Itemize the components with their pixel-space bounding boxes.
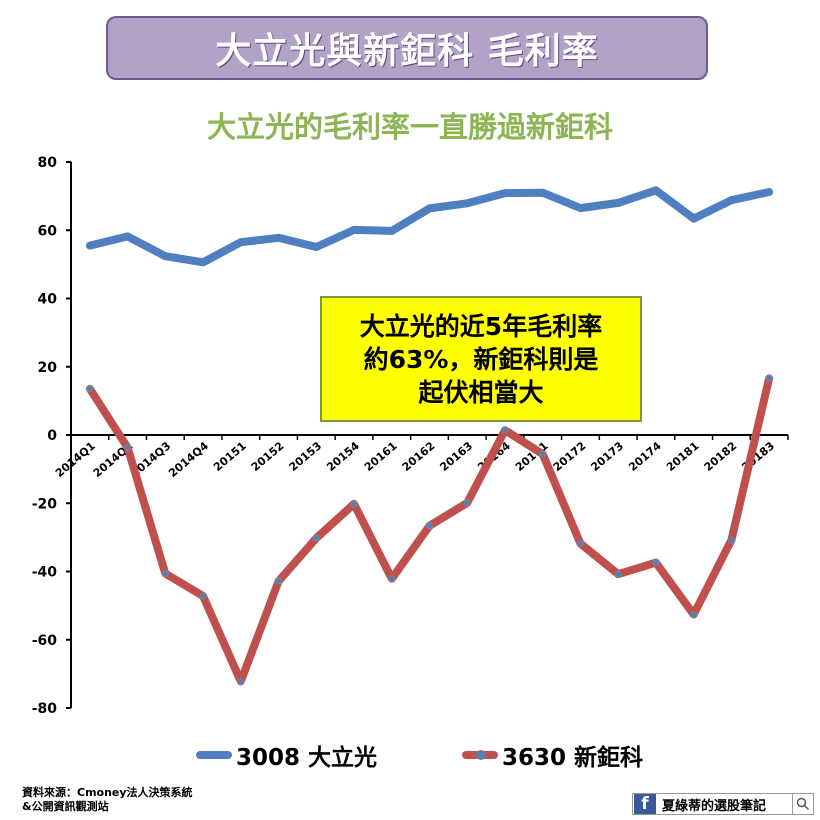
series-2-point [312,534,320,542]
facebook-page-badge[interactable]: f 夏綠蒂的選股筆記 [632,793,814,815]
y-tick-label: -40 [32,565,58,581]
series-2-point [199,592,207,600]
x-tick-label: 20162 [400,439,438,474]
series-2-point [275,577,282,585]
legend-label-3630: 3630 新鉅科 [502,745,644,771]
x-tick-label: 20154 [324,439,362,474]
title-banner: 大立光與新鉅科 毛利率 [106,16,708,80]
annotation-callout: 大立光的近5年毛利率 約63%，新鉅科則是 起伏相當大 [320,296,642,422]
legend-label-3008: 3008 大立光 [236,745,378,771]
series-2-point [86,385,94,393]
series-2-point [501,426,509,434]
series-2-point [690,611,698,618]
data-source-note: 資料來源：Cmoney法人決策系統 &公開資訊觀測站 [22,786,193,814]
series-line-2 [85,374,774,686]
series-2-point [161,570,169,577]
y-tick-label: -20 [32,496,58,512]
x-tick-label: 20152 [249,439,287,474]
facebook-icon: f [634,794,656,814]
series-2-point [463,499,471,507]
y-tick-label: 0 [47,428,57,444]
legend-swatch-3008 [196,751,232,759]
x-tick-label: 20181 [664,439,702,474]
y-tick-label: 80 [38,155,58,171]
series-2-point [426,522,433,530]
series-2-point [614,570,622,578]
chart-subtitle: 大立光的毛利率一直勝過新鉅科 [206,110,613,144]
series-2-point [652,559,660,567]
y-tick-label: -60 [32,633,58,649]
legend-marker-3630 [476,750,486,760]
x-tick-label: 20174 [626,439,664,474]
y-tick-label: 60 [38,223,58,239]
legend-item-3630: 3630 新鉅科 [462,738,643,772]
search-icon[interactable] [792,794,813,814]
facebook-page-name: 夏綠蒂的選股筆記 [662,798,767,814]
legend-item-3008: 3008 大立光 [196,738,377,772]
series-2-point [237,677,245,685]
series-2-point [124,444,132,452]
callout-line-1: 大立光的近5年毛利率 [359,311,603,341]
series-2-point [350,500,358,508]
x-tick-label: 20161 [362,439,400,474]
series-2-point [765,374,773,382]
x-tick-label: 20172 [551,439,589,474]
callout-line-3: 起伏相當大 [418,377,544,407]
y-tick-label: -80 [32,701,58,717]
x-tick-label: 2014Q4 [166,439,211,480]
x-tick-label: 20173 [588,439,626,474]
series-2-point [577,540,584,547]
series-2-point [727,536,735,544]
x-tick-label: 20153 [287,439,325,474]
y-tick-label: 40 [38,292,58,308]
source-line-2: &公開資訊觀測站 [22,800,109,813]
source-line-1: 資料來源：Cmoney法人決策系統 [22,786,193,799]
series-line-1 [85,186,774,267]
x-tick-label: 20182 [702,439,740,474]
legend-swatch-3630 [462,750,498,760]
banner-title: 大立光與新鉅科 毛利率 [215,31,599,72]
series-2-point [388,575,396,583]
callout-line-2: 約63%，新鉅科則是 [363,344,599,374]
series-2-point [539,450,547,458]
x-tick-label: 20163 [437,439,475,474]
x-tick-label: 2014Q1 [53,439,98,480]
y-tick-label: 20 [38,360,58,376]
x-tick-label: 20151 [211,439,249,474]
